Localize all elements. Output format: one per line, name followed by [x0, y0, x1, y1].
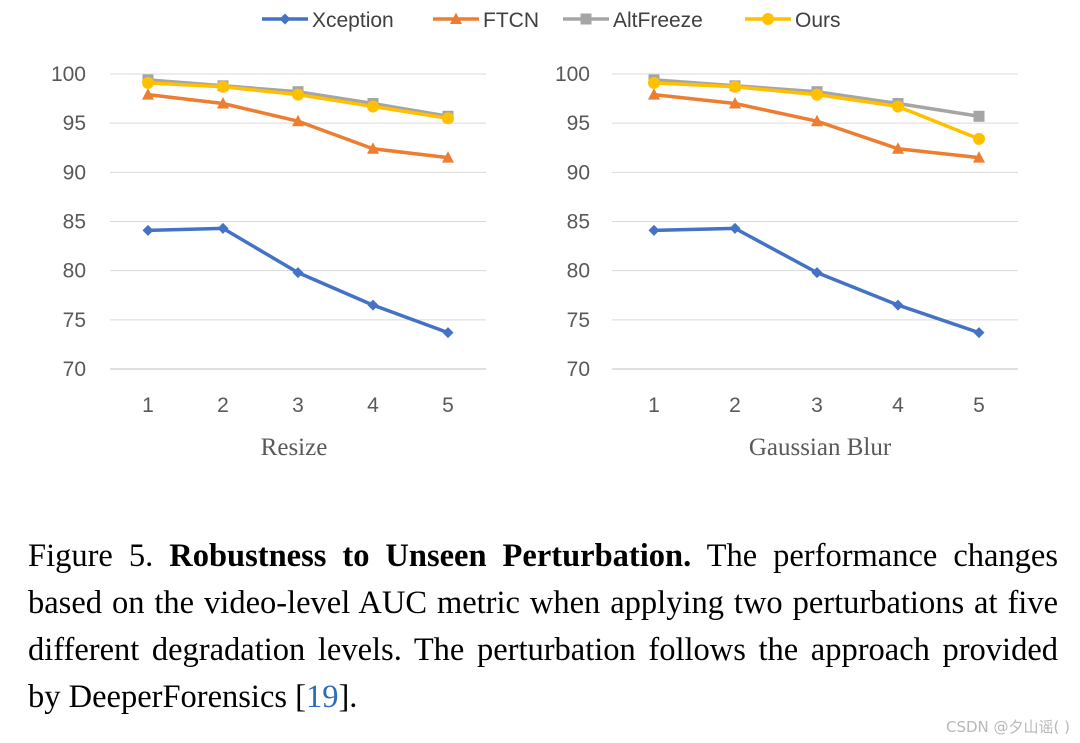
series-ftcn	[648, 88, 985, 163]
legend-item-ftcn: FTCN	[433, 9, 539, 32]
caption-reference-link[interactable]: 19	[305, 679, 339, 715]
legend-label: Ours	[795, 9, 841, 32]
data-point	[729, 97, 741, 109]
series-ours	[142, 76, 454, 125]
data-point	[367, 142, 379, 154]
data-point	[367, 299, 379, 311]
data-point	[442, 151, 454, 163]
legend-marker	[762, 13, 774, 25]
data-point	[142, 88, 154, 100]
x-tick-label: 3	[811, 394, 823, 417]
legend-item-ours: Ours	[745, 9, 841, 32]
data-point	[973, 110, 985, 122]
legend-marker	[580, 13, 592, 25]
data-point	[292, 88, 304, 101]
chart-2: 100 95 90 85 80 75 70 1 2 3 4 5 Gaussian Blur	[555, 63, 1018, 461]
data-point	[811, 114, 823, 127]
data-point	[292, 267, 304, 279]
data-point	[892, 100, 904, 113]
legend-item-xception: Xception	[262, 9, 394, 32]
data-point	[892, 142, 904, 154]
data-point	[142, 76, 154, 89]
y-tick-label: 95	[567, 112, 590, 135]
legend-label: AltFreeze	[613, 9, 703, 32]
caption-title: Robustness to Unseen Perturbation.	[169, 538, 692, 574]
series-xception	[142, 222, 454, 339]
y-tick-label: 75	[63, 309, 86, 332]
data-point	[142, 224, 154, 236]
watermark: CSDN @夕山谣( )	[945, 718, 1070, 736]
data-point	[367, 100, 379, 113]
y-tick-label: 85	[567, 211, 590, 234]
x-tick-label: 1	[142, 394, 154, 417]
x-tick-label: 3	[292, 394, 304, 417]
data-point	[973, 151, 985, 163]
y-tick-label: 70	[567, 358, 590, 381]
series-ours	[648, 76, 985, 145]
legend-label: Xception	[312, 9, 394, 32]
x-tick-label: 1	[648, 394, 660, 417]
x-tick-label: 2	[729, 394, 741, 417]
y-tick-label: 85	[63, 211, 86, 234]
data-point	[217, 222, 229, 234]
figure-caption: Figure 5. Robustness to Unseen Perturbat…	[28, 533, 1058, 721]
charts-area: 100 95 90 85 80 75 70 1 2 3 4 5 Resize 100 95 90 85 80 75 7…	[51, 63, 1018, 461]
x-axis-label: Gaussian Blur	[749, 434, 892, 461]
data-point	[442, 112, 454, 125]
chart-1: 100 95 90 85 80 75 70 1 2 3 4 5 Resize	[51, 63, 486, 461]
series-xception	[648, 222, 985, 339]
series-line	[147, 226, 449, 335]
data-point	[217, 97, 229, 109]
y-tick-label: 75	[567, 309, 590, 332]
legend-marker	[450, 12, 462, 24]
data-point	[648, 76, 660, 89]
y-tick-label: 70	[63, 358, 86, 381]
series-line	[653, 226, 980, 335]
legend-label: FTCN	[483, 9, 539, 32]
y-tick-label: 90	[567, 161, 590, 184]
y-tick-label: 100	[51, 63, 86, 86]
data-point	[729, 80, 741, 93]
data-point	[892, 299, 904, 311]
y-tick-label: 90	[63, 161, 86, 184]
data-point	[811, 267, 823, 279]
y-tick-label: 80	[63, 260, 86, 283]
y-tick-label: 95	[63, 112, 86, 135]
data-point	[729, 222, 741, 234]
data-point	[292, 114, 304, 127]
data-point	[648, 88, 660, 100]
chart-legend: Xception FTCN AltFreeze Ours	[262, 9, 841, 32]
caption-prefix: Figure 5.	[28, 538, 170, 574]
legend-marker	[279, 13, 291, 25]
y-tick-label: 100	[555, 63, 590, 86]
caption-body: The performance changes based on the vid…	[28, 538, 1059, 715]
x-tick-label: 5	[973, 394, 985, 417]
y-tick-label: 80	[567, 260, 590, 283]
series-ftcn	[142, 88, 454, 163]
data-point	[648, 224, 660, 236]
data-point	[973, 132, 985, 145]
x-tick-label: 4	[892, 394, 904, 417]
x-tick-label: 4	[367, 394, 379, 417]
data-point	[217, 80, 229, 93]
caption-suffix: ].	[338, 679, 358, 715]
data-point	[811, 88, 823, 101]
x-axis-label: Resize	[261, 434, 328, 461]
x-tick-label: 2	[217, 394, 229, 417]
legend-item-altfreeze: AltFreeze	[563, 9, 703, 32]
x-tick-label: 5	[442, 394, 454, 417]
data-point	[442, 327, 454, 339]
data-point	[973, 327, 985, 339]
